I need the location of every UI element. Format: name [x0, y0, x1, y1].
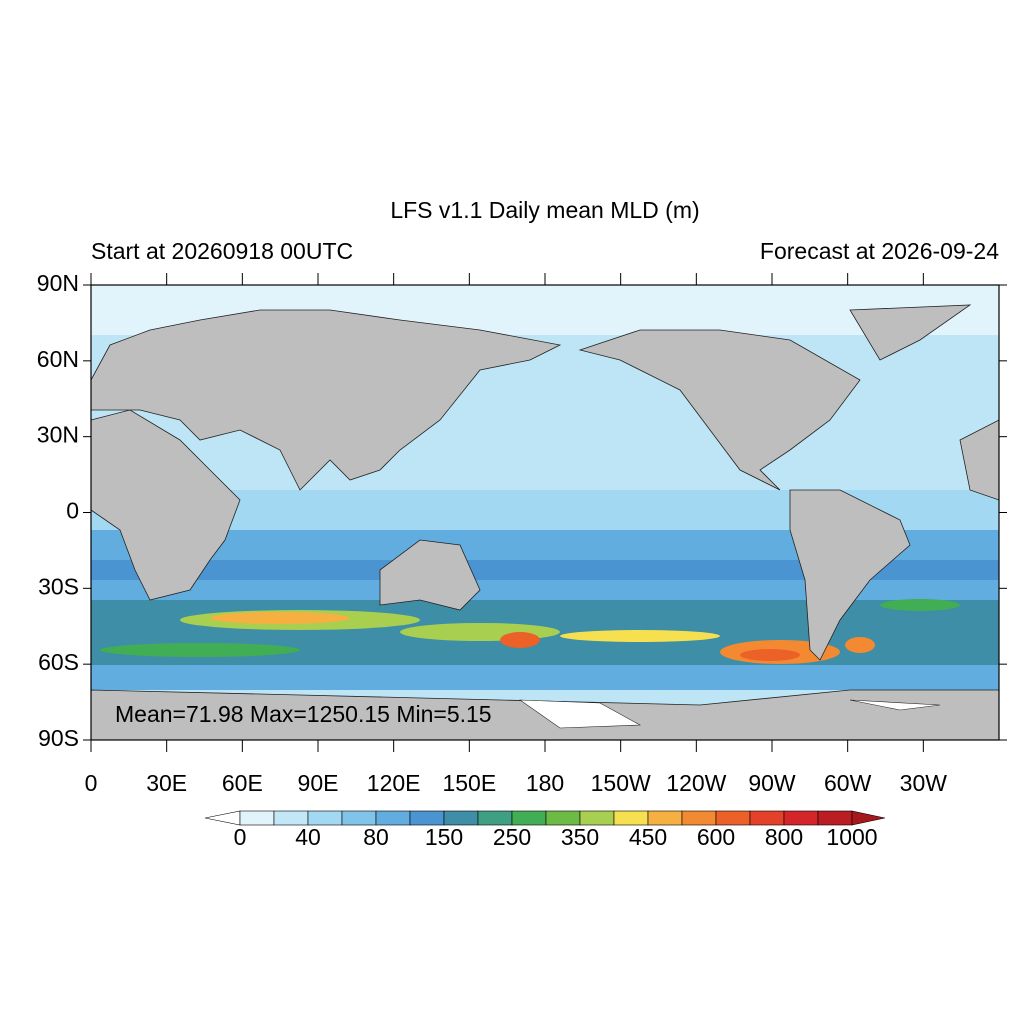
colorbar-label: 600 [697, 824, 735, 850]
stats: Mean=71.98 Max=1250.15 Min=5.15 [115, 701, 492, 727]
colorbar-box [579, 810, 615, 826]
colorbar-box [647, 810, 683, 826]
colorbar-box [613, 810, 649, 826]
colorbar-label: 350 [561, 824, 599, 850]
subtitle-left: Start at 20260918 00UTC [91, 238, 353, 264]
colorbar-box [375, 810, 411, 826]
colorbar-label: 0 [234, 824, 247, 850]
lon-label: 30W [900, 770, 948, 796]
colorbar-box [511, 810, 547, 826]
colorbar-box [817, 810, 853, 826]
lat-label: 60S [38, 649, 79, 675]
colorbar-box [307, 810, 343, 826]
lon-label: 60W [824, 770, 872, 796]
lat-label: 0 [66, 498, 79, 524]
colorbar-over [851, 810, 886, 826]
colorbar-box [273, 810, 309, 826]
lat-label: 90S [38, 725, 79, 751]
colorbar-box [477, 810, 513, 826]
colorbar-label: 80 [363, 824, 389, 850]
colorbar-box [681, 810, 717, 826]
map [90, 284, 1000, 741]
lat-label: 90N [37, 270, 79, 296]
lon-label: 150W [591, 770, 651, 796]
lon-label: 0 [85, 770, 98, 796]
colorbar-box [715, 810, 751, 826]
colorbar-box [409, 810, 445, 826]
lon-label: 90E [298, 770, 339, 796]
colorbar-box [749, 810, 785, 826]
colorbar-label: 250 [493, 824, 531, 850]
colorbar-label: 1000 [826, 824, 877, 850]
lon-label: 120W [666, 770, 726, 796]
colorbar-box [545, 810, 581, 826]
title: LFS v1.1 Daily mean MLD (m) [390, 197, 699, 223]
colorbar-label: 800 [765, 824, 803, 850]
colorbar-box [239, 810, 275, 826]
colorbar-box [783, 810, 819, 826]
lon-label: 180 [526, 770, 564, 796]
lon-label: 60E [222, 770, 263, 796]
lon-label: 30E [146, 770, 187, 796]
lon-label: 150E [442, 770, 496, 796]
lon-label: 90W [748, 770, 796, 796]
subtitle-right: Forecast at 2026-09-24 [760, 238, 999, 264]
colorbar-label: 40 [295, 824, 321, 850]
colorbar-box [341, 810, 377, 826]
lon-label: 120E [367, 770, 421, 796]
lat-label: 30S [38, 573, 79, 599]
colorbar-label: 150 [425, 824, 463, 850]
lat-label: 60N [37, 346, 79, 372]
colorbar-label: 450 [629, 824, 667, 850]
lat-label: 30N [37, 422, 79, 448]
colorbar-under [204, 810, 241, 826]
colorbar-box [443, 810, 479, 826]
